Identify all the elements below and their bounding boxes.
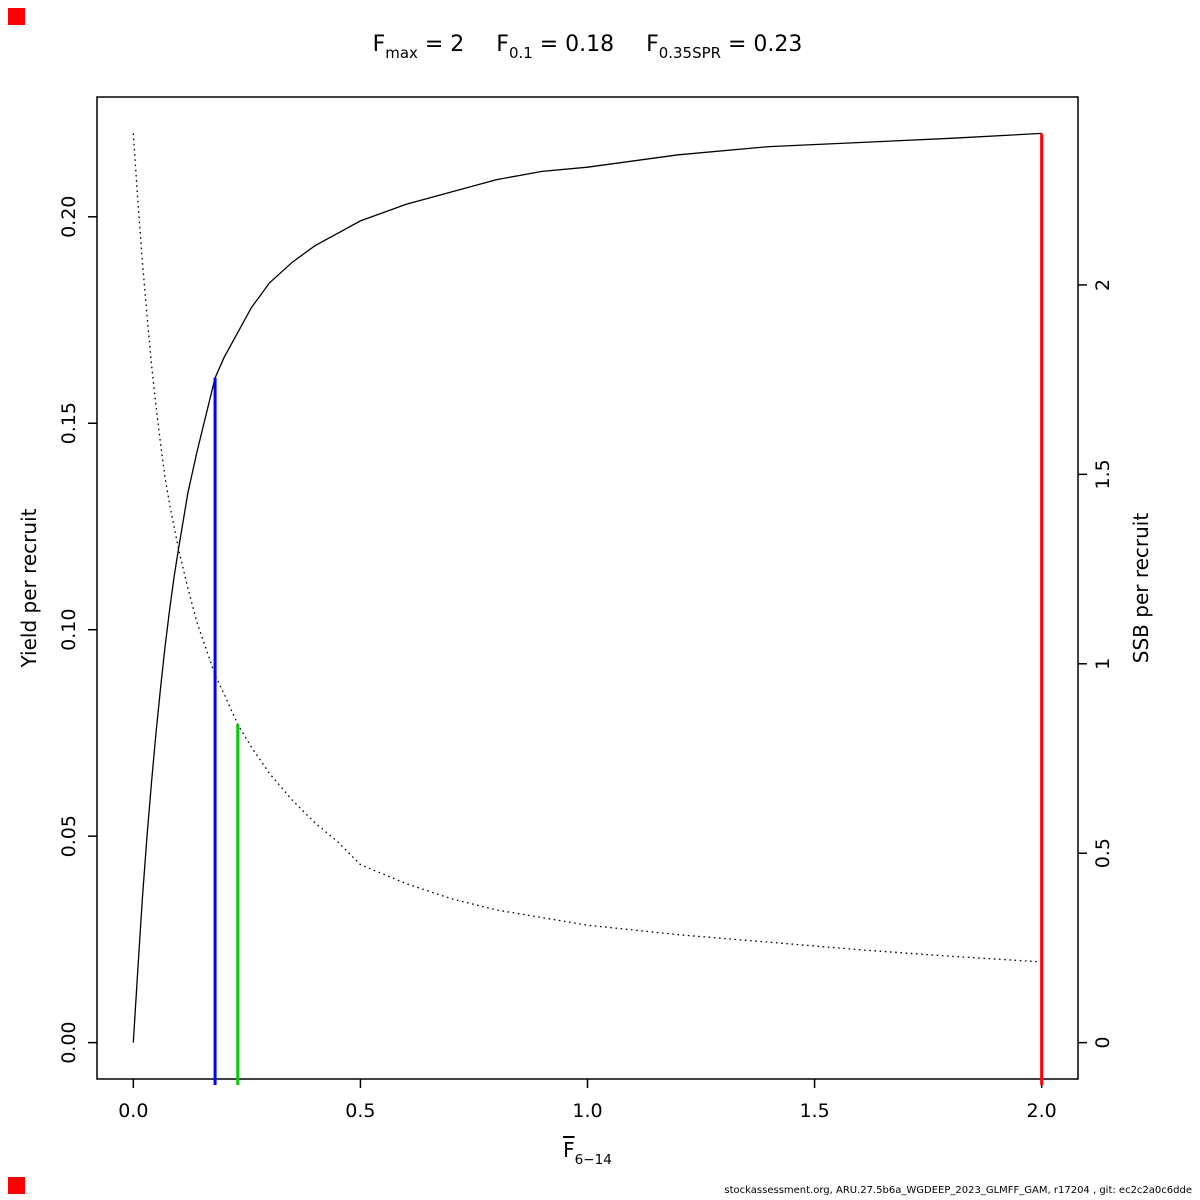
y-right-axis-title: SSB per recruit	[1129, 513, 1153, 664]
x-tick-label: 1.0	[572, 1100, 602, 1122]
footer-citation: stockassessment.org, ARU.27.5b6a_WGDEEP_…	[724, 1185, 1192, 1196]
corner-marker-bottom-left	[8, 1177, 25, 1194]
y-left-tick-label: 0.10	[58, 609, 80, 651]
corner-marker-top-left	[8, 8, 25, 25]
series-ssb-per-recruit	[132, 133, 1042, 963]
title-term: Fmax = 2	[372, 32, 465, 63]
y-left-tick-label: 0.15	[58, 402, 80, 444]
y-right-tick-label: 2	[1092, 279, 1114, 291]
y-right-tick-label: 1	[1092, 658, 1114, 670]
title-term: F0.35SPR = 0.23	[646, 32, 803, 63]
y-left-tick-label: 0.20	[58, 196, 80, 238]
plot-frame	[96, 96, 1079, 1080]
x-axis-title: F6−14	[563, 1138, 612, 1168]
y-right-tick-label: 1.5	[1092, 459, 1114, 489]
x-tick-label: 0.5	[345, 1100, 375, 1122]
chart-title: Fmax = 2 F0.1 = 0.18 F0.35SPR = 0.23	[97, 32, 1078, 63]
y-left-tick-label: 0.05	[58, 815, 80, 857]
x-tick-label: 1.5	[799, 1100, 829, 1122]
y-left-axis-title: Yield per recruit	[17, 508, 41, 668]
y-left-tick-label: 0.00	[58, 1021, 80, 1063]
y-right-tick-label: 0	[1092, 1037, 1114, 1049]
series-yield-per-recruit	[132, 132, 1042, 1043]
x-tick-label: 0.0	[118, 1100, 148, 1122]
x-tick-label: 2.0	[1027, 1100, 1057, 1122]
title-term: F0.1 = 0.18	[496, 32, 615, 63]
y-right-tick-label: 0.5	[1092, 838, 1114, 868]
